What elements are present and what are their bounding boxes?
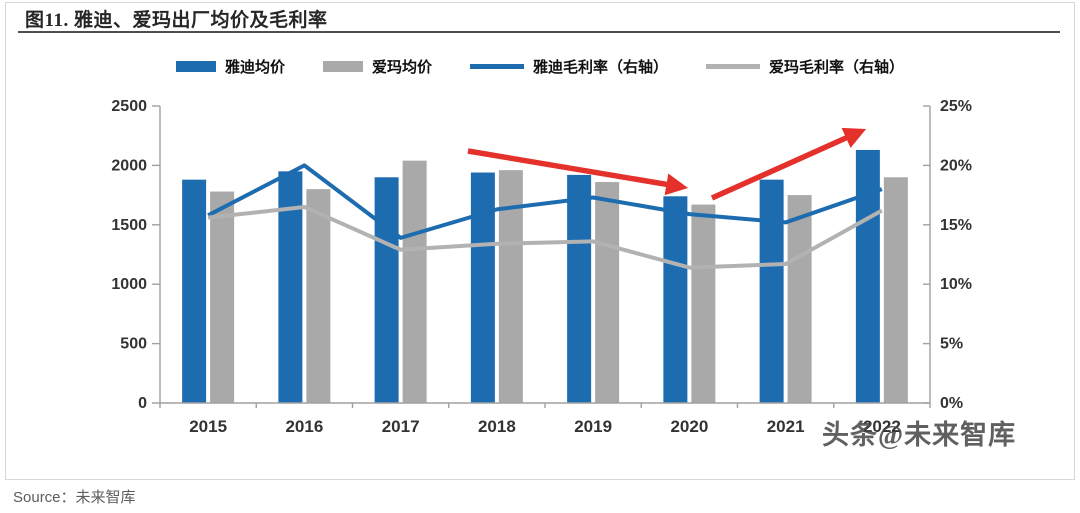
left-axis-tick-label: 2000 — [111, 157, 147, 174]
annotation-arrow-1 — [467, 148, 689, 196]
line-爱玛毛利率（右轴） — [207, 204, 883, 270]
right-axis-tick-label: 15% — [940, 217, 972, 234]
legend-swatch-line-icon — [470, 64, 524, 69]
bar-爱玛均价-2020 — [691, 204, 716, 403]
legend-label: 爱玛毛利率（右轴） — [769, 60, 905, 76]
legend-item-爱玛均价: 爱玛均价 — [322, 56, 432, 77]
bar-爱玛均价-2015 — [210, 191, 235, 403]
title-divider — [18, 31, 1060, 33]
right-axis-tick-label: 0% — [940, 395, 963, 412]
chart-legend: 雅迪均价 爱玛均价 雅迪毛利率（右轴） 爱玛毛利率（右轴） — [0, 56, 1080, 77]
legend-item-爱玛毛利率（右轴）: 爱玛毛利率（右轴） — [706, 56, 904, 77]
right-axis-tick-label: 5% — [940, 336, 963, 353]
x-axis-label-2022: 2022 — [863, 417, 901, 436]
bar-雅迪均价-2018 — [470, 172, 495, 403]
annotation-arrow-2 — [710, 127, 867, 201]
line-雅迪毛利率（右轴） — [207, 163, 883, 240]
left-axis-tick-label: 1500 — [111, 217, 147, 234]
left-axis-tick-label: 1000 — [111, 276, 147, 293]
bar-雅迪均价-2021 — [759, 179, 784, 403]
x-axis-label-2019: 2019 — [574, 417, 612, 436]
bar-爱玛均价-2017 — [402, 160, 427, 403]
legend-label: 雅迪均价 — [224, 60, 285, 76]
left-axis-tick-label: 500 — [120, 336, 147, 353]
x-axis-label-2018: 2018 — [478, 417, 516, 436]
watermark: 头条@未来智库 — [822, 420, 1017, 450]
left-axis-tick-label: 2500 — [111, 98, 147, 115]
bar-雅迪均价-2020 — [663, 196, 688, 403]
bar-爱玛均价-2022 — [883, 177, 908, 403]
x-axis-label-2015: 2015 — [189, 417, 227, 436]
x-axis-label-2016: 2016 — [285, 417, 323, 436]
bar-雅迪均价-2017 — [374, 177, 399, 403]
bar-爱玛均价-2021 — [787, 195, 812, 403]
bar-爱玛均价-2016 — [306, 189, 331, 403]
legend-item-雅迪毛利率（右轴）: 雅迪毛利率（右轴） — [470, 56, 668, 77]
legend-swatch-bar-icon — [322, 61, 363, 72]
x-axis-label-2021: 2021 — [767, 417, 805, 436]
figure-title: 图11. 雅迪、爱玛出厂均价及毛利率 — [25, 10, 328, 31]
left-axis-tick-label: 0 — [138, 395, 147, 412]
source-label: Source：未来智库 — [13, 489, 136, 506]
right-axis-tick-label: 20% — [940, 157, 972, 174]
bar-雅迪均价-2019 — [567, 174, 592, 403]
bar-雅迪均价-2015 — [182, 179, 207, 403]
right-axis-tick-label: 10% — [940, 276, 972, 293]
legend-label: 雅迪毛利率（右轴） — [533, 60, 669, 76]
combo-chart: 0 500 1000 1500 2000 2500 0% 5% 10% 15% 20% 25% 2015… — [111, 98, 972, 436]
bar-爱玛均价-2019 — [595, 182, 620, 403]
bar-雅迪均价-2022 — [855, 149, 880, 403]
legend-swatch-bar-icon — [175, 61, 216, 72]
legend-label: 爱玛均价 — [371, 60, 432, 76]
legend-item-雅迪均价: 雅迪均价 — [175, 56, 285, 77]
x-axis-label-2020: 2020 — [670, 417, 708, 436]
right-axis-tick-label: 25% — [940, 98, 972, 115]
legend-swatch-line-icon — [706, 64, 761, 69]
x-axis-label-2017: 2017 — [382, 417, 420, 436]
